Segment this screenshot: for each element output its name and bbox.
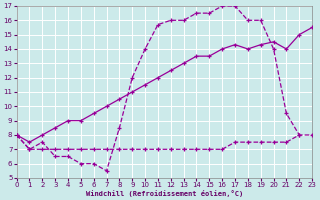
X-axis label: Windchill (Refroidissement éolien,°C): Windchill (Refroidissement éolien,°C) xyxy=(86,190,243,197)
